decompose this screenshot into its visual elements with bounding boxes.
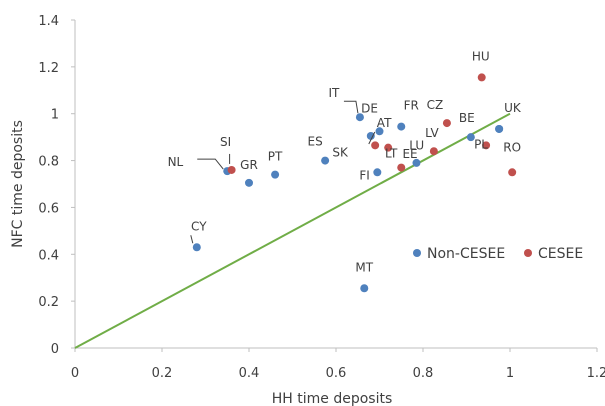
data-point xyxy=(412,158,421,167)
x-tick-label: 0.4 xyxy=(239,366,260,381)
data-point-label: ES xyxy=(308,135,323,149)
data-point-label: EE xyxy=(402,147,417,161)
legend: Non-CESEE CESEE xyxy=(413,246,583,262)
data-point-label: PT xyxy=(268,150,283,164)
data-point xyxy=(373,168,382,177)
axes: 0 0.2 0.4 0.6 0.8 1 1.2 0 0.2 0.4 0.6 0.8 1 1.2 1.4 HH … xyxy=(10,14,605,406)
x-tick-label: 0 xyxy=(71,366,79,381)
y-tick-label: 0.2 xyxy=(38,295,59,310)
label-leader-line xyxy=(343,100,359,114)
legend-marker xyxy=(413,249,421,257)
data-point-label: IT xyxy=(328,86,340,100)
data-point-label: PL xyxy=(474,137,488,151)
y-tick-label: 0.4 xyxy=(38,248,59,263)
data-point xyxy=(245,178,253,187)
y-tick-label: 0 xyxy=(51,342,59,357)
data-point-label: FI xyxy=(359,168,369,182)
data-point-label: LT xyxy=(385,147,398,161)
x-axis-title: HH time deposits xyxy=(272,391,393,406)
data-point-label: CY xyxy=(191,219,207,233)
data-point xyxy=(442,119,451,128)
data-point xyxy=(192,243,201,252)
y-tick-label: 1.2 xyxy=(38,61,59,76)
data-point xyxy=(371,141,380,150)
legend-label: CESEE xyxy=(538,246,583,262)
y-tick-label: 0.6 xyxy=(38,201,59,216)
data-point-label: NL xyxy=(168,155,184,169)
y-tick-label: 1.4 xyxy=(38,14,59,29)
data-point-label: AT xyxy=(377,116,392,130)
data-point-label: LV xyxy=(425,126,439,140)
data-point-label: BE xyxy=(459,111,475,125)
data-point xyxy=(355,113,364,122)
data-point-label: RO xyxy=(503,140,521,154)
y-tick-label: 0.8 xyxy=(38,155,59,170)
x-tick-label: 1 xyxy=(506,366,514,381)
x-tick-label: 1.2 xyxy=(587,366,605,381)
data-point xyxy=(227,165,236,174)
data-point-label: FR xyxy=(404,99,419,113)
data-point xyxy=(466,133,475,142)
marks xyxy=(74,73,517,349)
label-leader-line xyxy=(368,131,376,145)
data-point-label: HU xyxy=(472,49,490,63)
data-point xyxy=(482,141,491,150)
x-tick-label: 0.8 xyxy=(413,366,434,381)
legend-label: Non-CESEE xyxy=(427,246,505,262)
data-point xyxy=(397,163,406,172)
data-point xyxy=(429,147,438,156)
data-point xyxy=(397,122,406,131)
data-point xyxy=(477,73,486,82)
data-point xyxy=(375,127,384,136)
label-leader-line xyxy=(197,158,224,170)
data-point-label: SK xyxy=(332,145,349,159)
x-tick-label: 0.2 xyxy=(152,366,173,381)
data-point xyxy=(321,156,330,165)
data-point-label: MT xyxy=(355,260,373,274)
legend-marker xyxy=(524,249,532,257)
data-point xyxy=(366,131,375,140)
y-axis-title: NFC time deposits xyxy=(10,120,26,248)
data-point-label: CZ xyxy=(427,98,444,112)
reference-line xyxy=(74,112,511,349)
data-point xyxy=(495,124,504,133)
data-point xyxy=(360,284,369,293)
data-point-label: UK xyxy=(504,101,522,115)
data-point-label: SI xyxy=(220,135,231,149)
data-point-label: LU xyxy=(409,139,424,153)
label-leader-line xyxy=(190,235,194,244)
y-tick-label: 1 xyxy=(51,108,59,123)
data-point-label: GR xyxy=(240,158,258,172)
data-point xyxy=(508,168,517,177)
data-point-label: DE xyxy=(361,101,378,115)
data-point xyxy=(271,170,280,179)
data-point xyxy=(384,143,393,152)
x-tick-label: 0.6 xyxy=(326,366,347,381)
